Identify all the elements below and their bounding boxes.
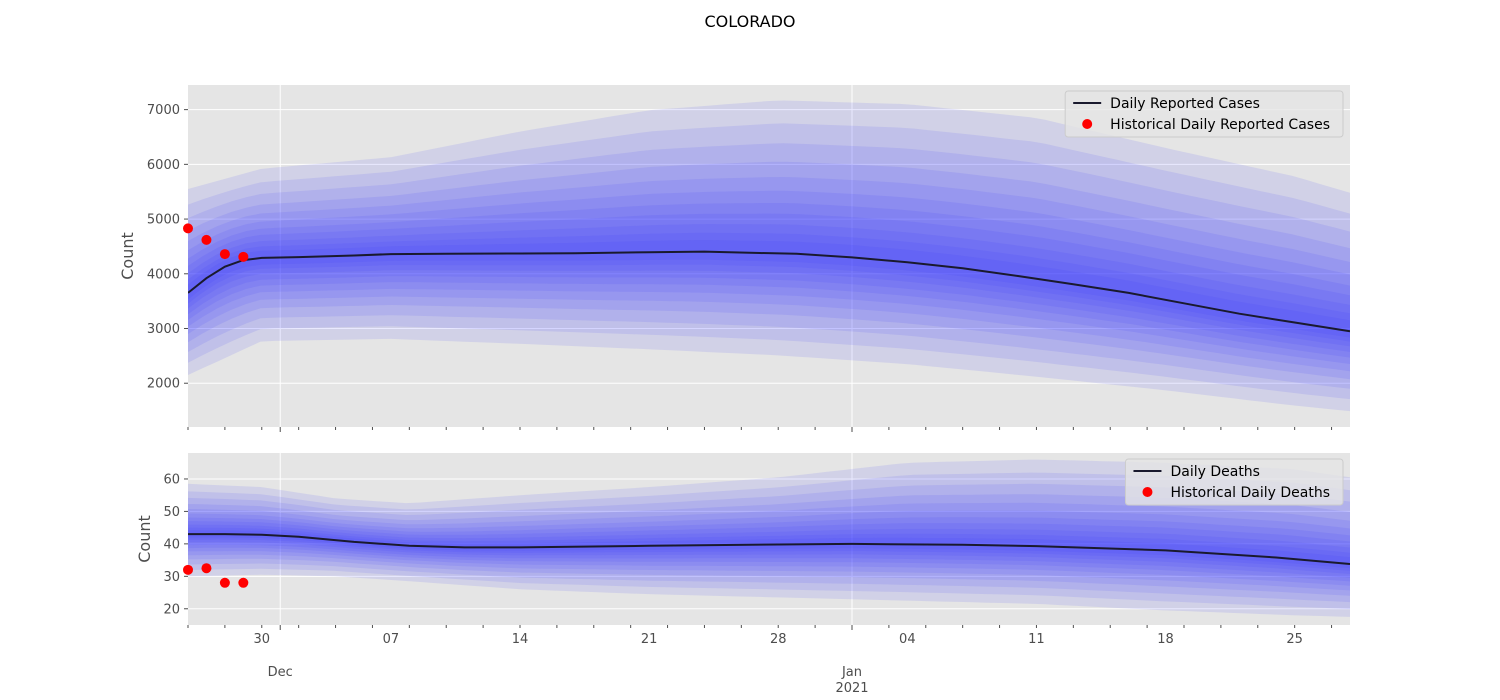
historical-point <box>219 249 230 260</box>
legend-label: Historical Daily Reported Cases <box>1110 117 1330 133</box>
band-level-5 <box>188 190 1350 364</box>
deaths-panel: 20 30 40 50 60 Count 30 07 14 21 28 04 11 18 25 Daily D… <box>135 453 1350 647</box>
legend-dot-swatch <box>1082 119 1093 129</box>
historical-point <box>238 251 249 262</box>
x-tick-label: 21 <box>641 632 658 647</box>
y-axis-label: Count <box>118 232 137 280</box>
band-level-1 <box>188 472 1350 609</box>
band-level-0 <box>188 459 1350 617</box>
figure-title: COLORADO <box>704 12 795 31</box>
band-level-1 <box>188 123 1350 400</box>
plot-background <box>188 85 1350 427</box>
legend-label: Daily Deaths <box>1170 464 1260 480</box>
band-level-7 <box>188 213 1350 352</box>
x-month-label: 2021 <box>835 681 868 696</box>
y-tick-label: 30 <box>163 570 180 585</box>
band-level-4 <box>188 177 1350 372</box>
band-level-5 <box>188 510 1350 586</box>
band-level-9 <box>188 232 1350 342</box>
y-tick-label: 6000 <box>147 158 180 173</box>
legend-box <box>1064 90 1344 138</box>
legend-box <box>1124 458 1344 506</box>
band-level-2 <box>188 143 1350 389</box>
y-tick-label: 40 <box>163 537 180 552</box>
historical-point <box>183 223 193 234</box>
y-tick-label: 7000 <box>147 103 180 118</box>
historical-point <box>201 563 212 574</box>
legend-label: Daily Reported Cases <box>1110 96 1260 112</box>
x-month-label: Jan <box>841 665 862 680</box>
legend-dot-swatch <box>1142 487 1153 497</box>
band-level-7 <box>188 521 1350 578</box>
band-level-2 <box>188 483 1350 603</box>
y-tick-label: 4000 <box>147 267 180 282</box>
median-line <box>188 533 1350 565</box>
historical-point <box>238 577 249 588</box>
legend-label: Historical Daily Deaths <box>1170 485 1330 501</box>
band-level-3 <box>188 161 1350 380</box>
uncertainty-bands <box>188 100 1350 412</box>
cases-panel: 2000 3000 4000 5000 6000 7000 Count Daily Repor… <box>118 85 1350 432</box>
band-level-0 <box>188 100 1350 412</box>
x-tick-label: 28 <box>770 632 787 647</box>
y-tick-label: 3000 <box>147 322 180 337</box>
x-tick-label: 30 <box>254 632 271 647</box>
y-axis-label: Count <box>135 515 154 563</box>
band-level-10 <box>188 240 1350 338</box>
band-level-9 <box>188 527 1350 571</box>
legend: Daily Deaths Historical Daily Deaths <box>1124 458 1344 506</box>
y-tick-label: 2000 <box>147 377 180 392</box>
historical-point <box>183 564 193 575</box>
band-level-6 <box>188 203 1350 358</box>
historical-point <box>219 577 230 588</box>
y-tick-label: 20 <box>163 602 180 617</box>
x-tick-label: 04 <box>899 632 916 647</box>
x-tick-label: 18 <box>1157 632 1174 647</box>
y-tick-label: 50 <box>163 505 180 520</box>
historical-point <box>201 234 212 245</box>
x-tick-label: 14 <box>512 632 529 647</box>
median-line <box>188 250 1350 333</box>
x-month-label: Dec <box>268 665 293 680</box>
y-tick-label: 5000 <box>147 213 180 228</box>
legend: Daily Reported Cases Historical Daily Rep… <box>1064 90 1344 138</box>
y-tick-label: 60 <box>163 472 180 487</box>
band-level-8 <box>188 524 1350 574</box>
x-tick-label: 11 <box>1028 632 1045 647</box>
band-level-6 <box>188 517 1350 582</box>
x-tick-label: 25 <box>1286 632 1303 647</box>
x-tick-label: 07 <box>383 632 400 647</box>
band-level-4 <box>188 502 1350 591</box>
